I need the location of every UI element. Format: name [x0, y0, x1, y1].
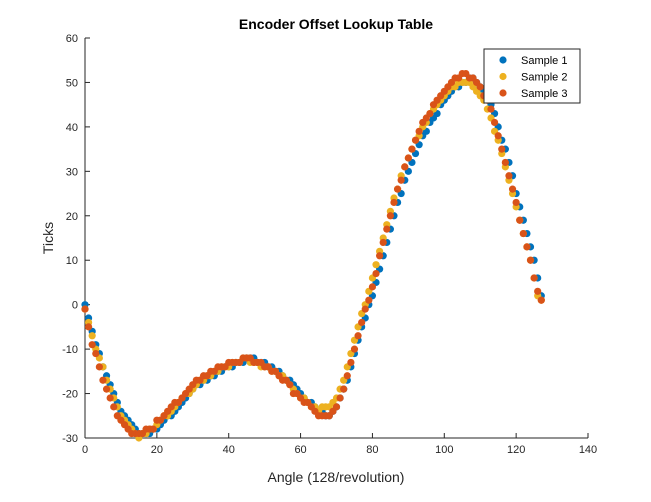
data-point [390, 198, 398, 207]
data-point [92, 349, 100, 358]
y-tick-label: 30 [66, 166, 78, 178]
y-tick-label: -20 [62, 389, 78, 401]
data-point [102, 385, 111, 393]
data-point [523, 243, 531, 251]
data-point [376, 252, 384, 260]
x-tick-label: 20 [151, 444, 163, 456]
data-point [494, 132, 502, 140]
data-point [393, 185, 402, 193]
data-point [372, 261, 380, 269]
data-point [408, 145, 416, 153]
data-point [332, 403, 341, 411]
legend-entry: Sample 2 [521, 72, 567, 84]
data-point [490, 118, 499, 127]
x-tick-label: 40 [223, 444, 235, 456]
data-point [501, 158, 509, 167]
data-point [386, 212, 394, 220]
x-tick-label: 140 [579, 444, 597, 456]
x-tick-label: 100 [435, 444, 453, 456]
data-point [88, 332, 96, 340]
data-point [530, 274, 538, 282]
x-axis-label: Angle (128/revolution) [268, 469, 405, 485]
data-point [487, 105, 495, 113]
data-point [512, 198, 520, 207]
legend-marker [499, 56, 507, 64]
legend-entry: Sample 3 [521, 88, 567, 100]
data-point [365, 296, 373, 304]
y-tick-label: 10 [66, 255, 78, 267]
data-point [347, 358, 355, 367]
data-point [88, 341, 96, 349]
y-tick-label: 60 [66, 33, 78, 45]
data-point [149, 425, 157, 433]
data-point [361, 305, 369, 313]
data-point [372, 269, 380, 278]
data-point [99, 376, 107, 384]
data-point [415, 127, 423, 135]
legend-marker [499, 72, 507, 81]
data-point [343, 372, 351, 380]
data-point [397, 176, 405, 184]
y-axis-label: Ticks [40, 222, 56, 254]
data-point [379, 238, 387, 247]
data-point [426, 109, 434, 118]
data-point [286, 381, 294, 389]
data-point [358, 318, 366, 327]
y-tick-label: -10 [62, 344, 78, 356]
data-point [519, 229, 527, 238]
data-point [505, 172, 513, 180]
chart-title: Encoder Offset Lookup Table [239, 16, 433, 32]
data-point [354, 332, 362, 340]
y-tick-label: 20 [66, 211, 78, 223]
y-tick-label: 40 [66, 122, 78, 134]
data-point [526, 256, 535, 264]
data-point [508, 185, 517, 193]
data-point [81, 305, 89, 313]
data-point [498, 145, 506, 153]
data-point [106, 394, 114, 402]
data-point [534, 287, 542, 295]
data-point [95, 363, 103, 371]
legend: Sample 1 Sample 2 Sample 3 [483, 48, 581, 104]
x-tick-label: 0 [82, 444, 88, 456]
y-tick-label: -30 [62, 433, 78, 445]
data-point [84, 323, 93, 331]
data-point [404, 154, 412, 162]
data-point [340, 385, 348, 393]
y-tick-label: 0 [72, 300, 78, 312]
y-tick-label: 50 [66, 77, 78, 89]
data-point [368, 283, 377, 291]
x-tick-label: 60 [294, 444, 306, 456]
data-point [336, 394, 344, 402]
data-point [110, 403, 118, 411]
data-points [81, 69, 545, 442]
data-point [350, 345, 359, 353]
data-point [411, 136, 420, 144]
data-point [537, 296, 545, 304]
axes: 0 20 40 60 80 100 120 140 -30 -20 -10 0 10 20 30 40 50 60 [62, 33, 597, 456]
data-point [476, 83, 484, 91]
data-point [401, 163, 409, 171]
data-point [383, 225, 391, 233]
data-point [516, 216, 524, 224]
legend-marker [499, 89, 507, 97]
x-tick-label: 80 [366, 444, 378, 456]
x-tick-label: 120 [507, 444, 525, 456]
legend-entry: Sample 1 [521, 55, 567, 67]
